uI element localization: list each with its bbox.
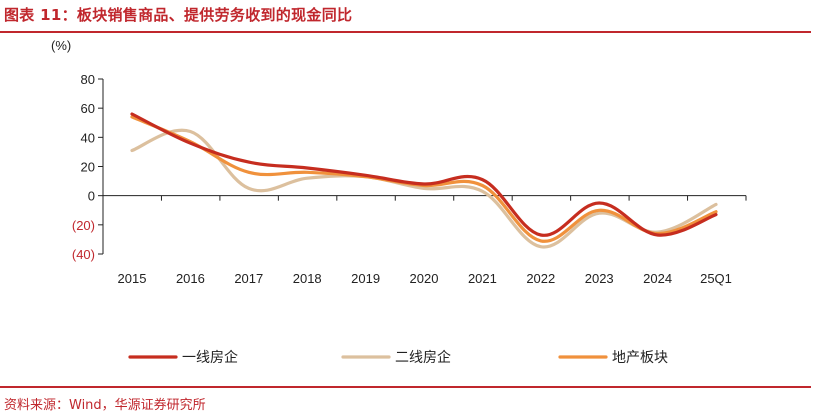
x-tick-label: 2022 (526, 271, 555, 286)
y-tick-label: 40 (81, 130, 95, 145)
series-line-1 (130, 112, 718, 237)
x-tick-label: 2016 (176, 271, 205, 286)
source-rule (0, 386, 811, 388)
title-rule (0, 31, 811, 33)
source-note: 资料来源：Wind，华源证券研究所 (4, 398, 206, 413)
series-layer (130, 112, 718, 249)
x-tick-label: 2018 (293, 271, 322, 286)
legend-label-1: 一线房企 (182, 349, 238, 366)
legend: 一线房企 二线房企 地产板块 (128, 349, 668, 366)
x-tick-label: 2021 (468, 271, 497, 286)
chart-title: 图表 11：板块销售商品、提供劳务收到的现金同比 (4, 6, 353, 24)
y-tick-label: 0 (88, 189, 95, 204)
y-tick-label: 80 (81, 72, 95, 87)
y-tick-label: 20 (81, 160, 95, 175)
series-line-2 (130, 128, 718, 249)
x-tick-label: 2017 (234, 271, 263, 286)
y-unit-label: (%) (51, 38, 71, 53)
axes: (%) 80 60 40 20 0 (20) (40) 2015 2016 2017 2018 2019… (51, 38, 747, 286)
y-tick-label: (40) (72, 247, 95, 262)
series-line-3 (130, 115, 718, 243)
x-tick-label: 25Q1 (700, 271, 732, 286)
legend-label-3: 地产板块 (612, 350, 668, 366)
y-tick-label: (20) (72, 218, 95, 233)
x-tick-label: 2015 (118, 271, 147, 286)
x-tick-label: 2023 (585, 271, 614, 286)
x-tick-label: 2024 (643, 271, 672, 286)
x-tick-label: 2019 (351, 271, 380, 286)
y-tick-label: 60 (81, 101, 95, 116)
legend-label-2: 二线房企 (395, 349, 451, 366)
line-chart: (%) 80 60 40 20 0 (20) (40) 2015 2016 2017 2018 2019… (51, 38, 747, 366)
x-tick-label: 2020 (410, 271, 439, 286)
